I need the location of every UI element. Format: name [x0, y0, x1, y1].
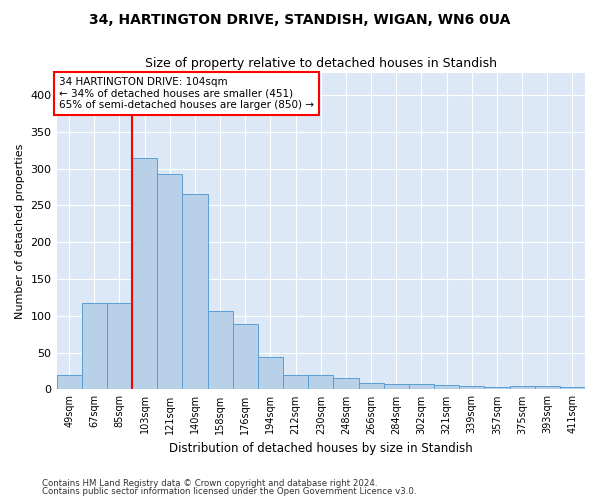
Bar: [56, 376, 82, 390]
Bar: [107, 302, 132, 390]
Bar: [258, 357, 283, 390]
Bar: [233, 324, 258, 390]
Bar: [484, 387, 509, 390]
Bar: [157, 174, 182, 390]
X-axis label: Distribution of detached houses by size in Standish: Distribution of detached houses by size …: [169, 442, 473, 455]
Bar: [208, 312, 233, 390]
Bar: [383, 384, 409, 390]
Bar: [409, 384, 434, 390]
Bar: [434, 385, 459, 390]
Text: 34, HARTINGTON DRIVE, STANDISH, WIGAN, WN6 0UA: 34, HARTINGTON DRIVE, STANDISH, WIGAN, W…: [89, 12, 511, 26]
Bar: [334, 378, 359, 390]
Bar: [82, 302, 107, 390]
Bar: [283, 374, 308, 390]
Title: Size of property relative to detached houses in Standish: Size of property relative to detached ho…: [145, 58, 497, 70]
Bar: [535, 386, 560, 390]
Bar: [560, 387, 585, 390]
Text: 34 HARTINGTON DRIVE: 104sqm
← 34% of detached houses are smaller (451)
65% of se: 34 HARTINGTON DRIVE: 104sqm ← 34% of det…: [59, 76, 314, 110]
Bar: [182, 194, 208, 390]
Text: Contains public sector information licensed under the Open Government Licence v3: Contains public sector information licen…: [42, 487, 416, 496]
Bar: [459, 386, 484, 390]
Bar: [132, 158, 157, 390]
Y-axis label: Number of detached properties: Number of detached properties: [15, 144, 25, 319]
Bar: [509, 386, 535, 390]
Bar: [308, 374, 334, 390]
Text: Contains HM Land Registry data © Crown copyright and database right 2024.: Contains HM Land Registry data © Crown c…: [42, 478, 377, 488]
Bar: [359, 383, 383, 390]
